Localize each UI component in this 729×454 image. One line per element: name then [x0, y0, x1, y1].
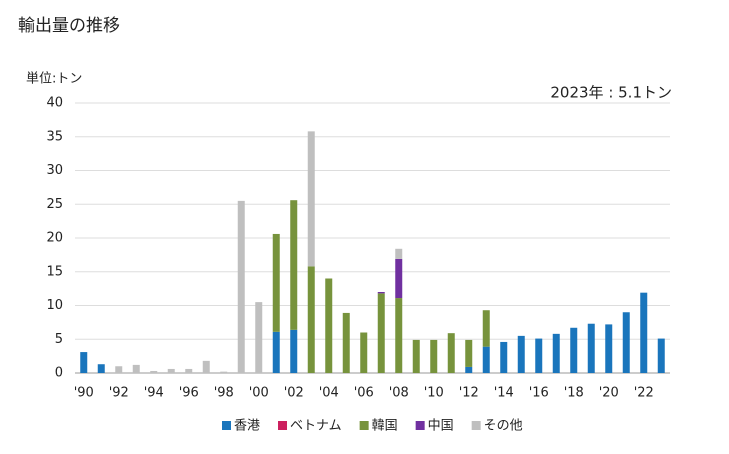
bar-segment — [465, 366, 473, 373]
legend-label: ベトナム — [290, 419, 342, 434]
bar-segment — [97, 364, 105, 373]
bar-segment — [255, 302, 263, 373]
x-tick-label: '00 — [249, 386, 269, 401]
y-tick-label: 35 — [46, 129, 63, 144]
legend-label: その他 — [484, 419, 523, 434]
bar-segment — [482, 310, 490, 347]
bar-segment — [395, 248, 403, 259]
bar-segment — [115, 366, 123, 373]
y-tick-label: 20 — [46, 231, 63, 246]
x-tick-label: '18 — [564, 386, 584, 401]
bar-segment — [80, 352, 88, 373]
bar-segment — [587, 323, 595, 373]
x-tick-label: '14 — [494, 386, 514, 401]
bar-segment — [220, 371, 228, 373]
annotation: 2023年 : 5.1トン — [550, 84, 672, 102]
bar-segment — [132, 364, 140, 373]
legend-swatch — [222, 421, 231, 430]
y-tick-label: 25 — [46, 197, 63, 212]
bar-segment — [552, 333, 560, 373]
legend-label: 韓国 — [372, 419, 398, 434]
bar-segment — [447, 333, 455, 373]
chart-title: 輸出量の推移 — [18, 16, 120, 36]
bar-segment — [185, 368, 193, 373]
x-tick-label: '16 — [529, 386, 549, 401]
bar-segment — [430, 339, 438, 373]
y-tick-label: 15 — [46, 264, 63, 279]
bar-segment — [517, 335, 525, 373]
bar-segment — [395, 258, 403, 299]
x-tick-label: '94 — [144, 386, 164, 401]
bar-segment — [272, 233, 280, 332]
bar-segment — [325, 278, 333, 373]
bar-segment — [500, 341, 508, 373]
legend-swatch — [278, 421, 288, 430]
bar-segment — [167, 368, 175, 373]
legend-swatch — [359, 421, 369, 430]
bar-segment — [150, 370, 158, 373]
bar-segment — [202, 360, 210, 373]
bar-segment — [307, 266, 315, 373]
bar-segment — [395, 298, 403, 373]
y-tick-label: 10 — [46, 298, 63, 313]
bar-segment — [307, 131, 315, 267]
legend-label: 香港 — [234, 419, 260, 434]
bar-segment — [570, 327, 578, 373]
y-tick-label: 30 — [46, 163, 63, 178]
y-axis-label: 単位:トン — [26, 71, 82, 87]
y-tick-label: 40 — [46, 96, 63, 111]
legend-swatch — [415, 421, 425, 430]
x-tick-label: '96 — [179, 386, 199, 401]
bar-segment — [605, 324, 613, 373]
bar-segment — [377, 293, 385, 373]
bar-segment — [290, 200, 298, 330]
y-tick-label: 5 — [55, 332, 63, 347]
legend-swatch — [471, 421, 481, 430]
bar-segment — [412, 339, 420, 373]
y-tick-label: 0 — [55, 366, 63, 381]
bar-segment — [535, 338, 543, 373]
x-tick-label: '22 — [634, 386, 654, 401]
x-tick-label: '08 — [389, 386, 409, 401]
x-tick-label: '98 — [214, 386, 234, 401]
x-tick-label: '92 — [109, 386, 129, 401]
bar-segment — [360, 332, 368, 373]
bar-segment — [465, 339, 473, 367]
bar-segment — [377, 292, 385, 294]
bar-segment — [272, 331, 280, 373]
x-tick-label: '02 — [284, 386, 304, 401]
x-tick-label: '12 — [459, 386, 479, 401]
x-tick-label: '90 — [74, 386, 94, 401]
x-tick-label: '20 — [599, 386, 619, 401]
bar-segment — [482, 346, 490, 373]
x-tick-label: '10 — [424, 386, 444, 401]
x-tick-label: '06 — [354, 386, 374, 401]
bar-segment — [290, 329, 298, 373]
bar-segment — [342, 312, 350, 373]
bar-segment — [657, 338, 665, 373]
bar-segment — [640, 292, 648, 373]
legend-label: 中国 — [428, 419, 454, 434]
bar-segment — [622, 312, 630, 373]
bar-segment — [237, 200, 245, 373]
x-tick-label: '04 — [319, 386, 339, 401]
